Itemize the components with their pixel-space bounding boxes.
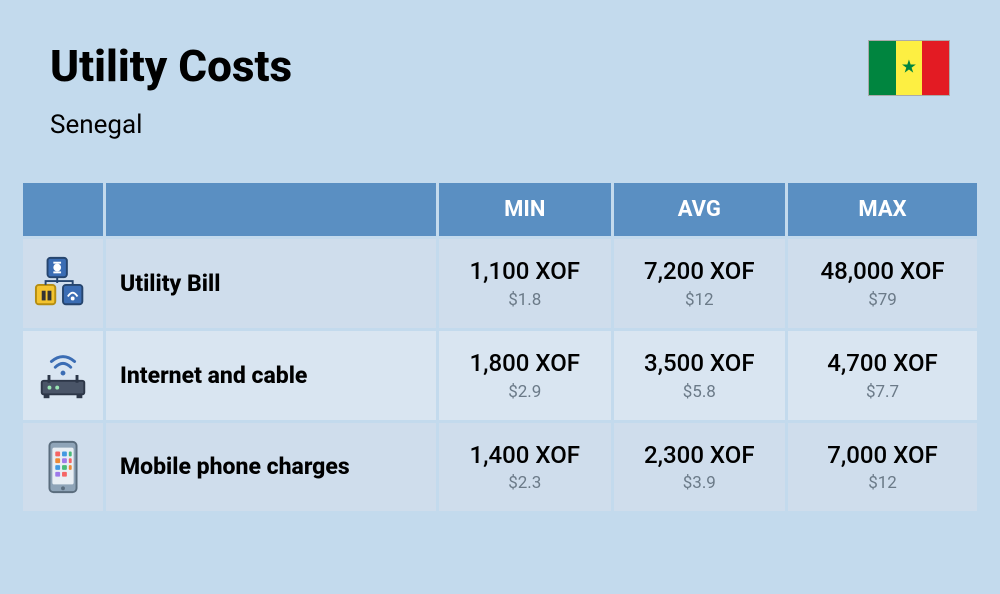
- cell-max: 4,700 XOF $7.7: [788, 331, 977, 420]
- table-header-row: MIN AVG MAX: [23, 183, 977, 236]
- value-secondary: $12: [800, 473, 965, 493]
- table-row: Utility Bill 1,100 XOF $1.8 7,200 XOF $1…: [23, 239, 977, 328]
- value-secondary: $1.8: [451, 290, 599, 310]
- value-secondary: $2.3: [451, 473, 599, 493]
- value-secondary: $2.9: [451, 382, 599, 402]
- value-primary: 1,800 XOF: [451, 349, 599, 378]
- page-title: Utility Costs: [50, 40, 292, 92]
- cell-min: 1,800 XOF $2.9: [439, 331, 611, 420]
- table-row: Internet and cable 1,800 XOF $2.9 3,500 …: [23, 331, 977, 420]
- value-secondary: $12: [626, 290, 774, 310]
- flag-stripe-green: [869, 41, 896, 95]
- table-header-min: MIN: [439, 183, 611, 236]
- flag-stripe-red: [922, 41, 949, 95]
- cell-max: 7,000 XOF $12: [788, 423, 977, 512]
- table-header-empty-icon: [23, 183, 103, 236]
- cell-avg: 3,500 XOF $5.8: [614, 331, 786, 420]
- table-header-max: MAX: [788, 183, 977, 236]
- router-icon: [34, 346, 92, 404]
- table-header-avg: AVG: [614, 183, 786, 236]
- value-primary: 2,300 XOF: [626, 441, 774, 470]
- row-label: Internet and cable: [106, 331, 436, 420]
- flag-star-icon: ★: [901, 56, 917, 77]
- value-primary: 1,100 XOF: [451, 257, 599, 286]
- table-header-empty-label: [106, 183, 436, 236]
- value-primary: 4,700 XOF: [800, 349, 965, 378]
- title-block: Utility Costs Senegal: [50, 40, 292, 140]
- row-label: Utility Bill: [106, 239, 436, 328]
- value-secondary: $7.7: [800, 382, 965, 402]
- costs-table: MIN AVG MAX U: [20, 180, 980, 514]
- value-primary: 7,000 XOF: [800, 441, 965, 470]
- cell-max: 48,000 XOF $79: [788, 239, 977, 328]
- row-icon-cell: [23, 239, 103, 328]
- row-icon-cell: [23, 331, 103, 420]
- value-primary: 1,400 XOF: [451, 441, 599, 470]
- phone-icon: [34, 438, 92, 496]
- row-icon-cell: [23, 423, 103, 512]
- value-secondary: $3.9: [626, 473, 774, 493]
- table-row: Mobile phone charges 1,400 XOF $2.3 2,30…: [23, 423, 977, 512]
- senegal-flag-icon: ★: [868, 40, 950, 96]
- cell-avg: 2,300 XOF $3.9: [614, 423, 786, 512]
- value-primary: 3,500 XOF: [626, 349, 774, 378]
- cell-avg: 7,200 XOF $12: [614, 239, 786, 328]
- page-subtitle: Senegal: [50, 110, 292, 140]
- value-secondary: $5.8: [626, 382, 774, 402]
- value-primary: 48,000 XOF: [800, 257, 965, 286]
- row-label: Mobile phone charges: [106, 423, 436, 512]
- value-primary: 7,200 XOF: [626, 257, 774, 286]
- flag-stripe-yellow: ★: [896, 41, 923, 95]
- cell-min: 1,100 XOF $1.8: [439, 239, 611, 328]
- header: Utility Costs Senegal ★: [0, 0, 1000, 170]
- value-secondary: $79: [800, 290, 965, 310]
- cell-min: 1,400 XOF $2.3: [439, 423, 611, 512]
- utility-icon: [34, 254, 92, 312]
